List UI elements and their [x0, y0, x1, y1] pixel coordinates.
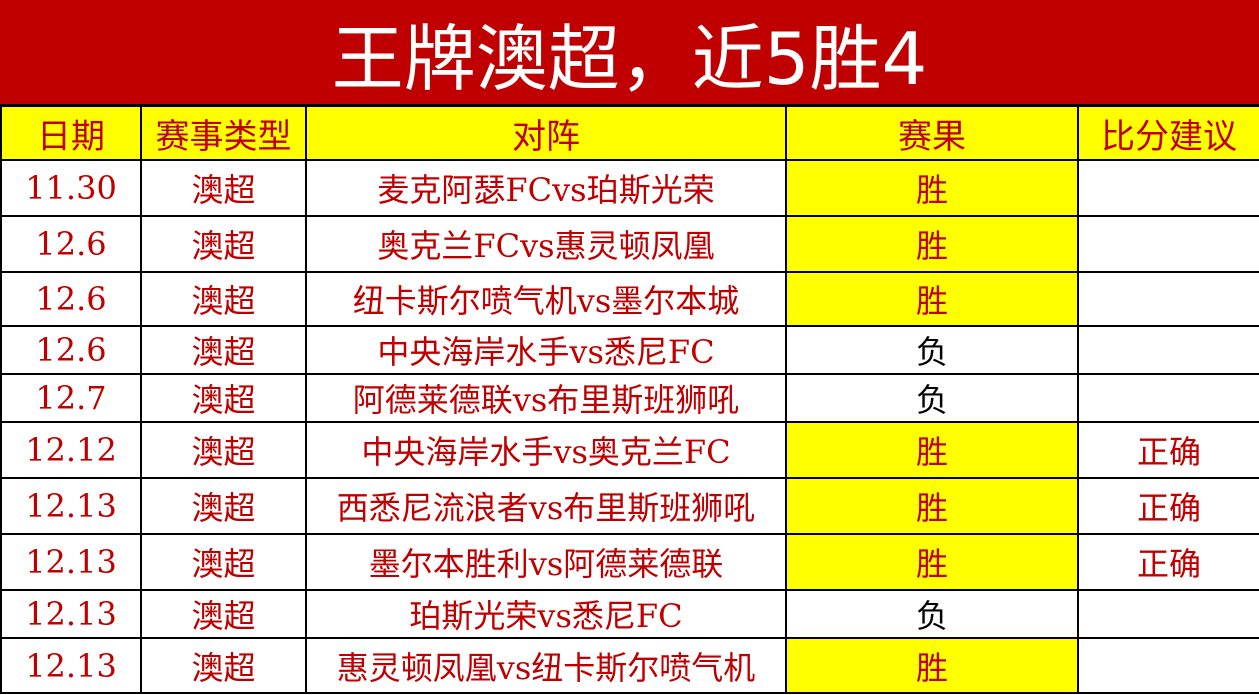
type-cell: 澳超	[140, 271, 307, 327]
result-cell: 负	[785, 325, 1079, 375]
header-type: 赛事类型	[140, 105, 307, 161]
table-row: 12.6 澳超 纽卡斯尔喷气机vs墨尔本城胜	[0, 271, 1259, 327]
results-table: 日期 赛事类型 对阵 赛果 比分建议 11.30 澳超 麦克阿瑟FCvs珀斯光荣胜 1…	[0, 105, 1259, 694]
match-cell: 纽卡斯尔喷气机vs墨尔本城	[305, 271, 787, 327]
match-cell: 惠灵顿凤凰vs纽卡斯尔喷气机	[305, 637, 787, 694]
header-date: 日期	[0, 105, 142, 161]
table-row: 12.13 澳超 墨尔本胜利vs阿德莱德联胜正确	[0, 533, 1259, 591]
table-row: 12.6 澳超 中央海岸水手vs悉尼FC 负	[0, 325, 1259, 375]
date-cell: 12.13	[0, 589, 142, 639]
type-cell: 澳超	[140, 215, 307, 273]
type-cell: 澳超	[140, 533, 307, 591]
advice-cell	[1077, 271, 1259, 327]
result-cell: 胜	[785, 159, 1079, 217]
sheet-title: 王牌澳超，近5胜4	[0, 0, 1259, 105]
match-cell: 麦克阿瑟FCvs珀斯光荣	[305, 159, 787, 217]
match-cell: 中央海岸水手vs悉尼FC	[305, 325, 787, 375]
table-row: 12.13 澳超 惠灵顿凤凰vs纽卡斯尔喷气机胜	[0, 637, 1259, 694]
table-row: 12.6 澳超 奥克兰FCvs惠灵顿凤凰胜	[0, 215, 1259, 273]
table-row: 12.13 澳超 珀斯光荣vs悉尼FC 负	[0, 589, 1259, 639]
table-row: 12.7 澳超 阿德莱德联vs布里斯班狮吼负	[0, 373, 1259, 423]
date-cell: 12.13	[0, 477, 142, 535]
header-advice: 比分建议	[1077, 105, 1259, 161]
result-cell: 负	[785, 373, 1079, 423]
date-cell: 12.6	[0, 325, 142, 375]
type-cell: 澳超	[140, 421, 307, 479]
match-cell: 中央海岸水手vs奥克兰FC	[305, 421, 787, 479]
match-cell: 奥克兰FCvs惠灵顿凤凰	[305, 215, 787, 273]
match-cell: 珀斯光荣vs悉尼FC	[305, 589, 787, 639]
date-cell: 12.7	[0, 373, 142, 423]
result-cell: 胜	[785, 637, 1079, 694]
advice-cell	[1077, 589, 1259, 639]
result-cell: 胜	[785, 421, 1079, 479]
date-cell: 12.6	[0, 271, 142, 327]
advice-cell	[1077, 159, 1259, 217]
type-cell: 澳超	[140, 637, 307, 694]
advice-cell	[1077, 215, 1259, 273]
advice-cell: 正确	[1077, 421, 1259, 479]
table-row: 11.30 澳超 麦克阿瑟FCvs珀斯光荣胜	[0, 159, 1259, 217]
date-cell: 11.30	[0, 159, 142, 217]
date-cell: 12.13	[0, 637, 142, 694]
header-match: 对阵	[305, 105, 787, 161]
advice-cell	[1077, 325, 1259, 375]
advice-cell	[1077, 637, 1259, 694]
type-cell: 澳超	[140, 589, 307, 639]
advice-cell	[1077, 373, 1259, 423]
type-cell: 澳超	[140, 159, 307, 217]
advice-cell: 正确	[1077, 477, 1259, 535]
type-cell: 澳超	[140, 325, 307, 375]
header-row: 日期 赛事类型 对阵 赛果 比分建议	[0, 105, 1259, 161]
date-cell: 12.13	[0, 533, 142, 591]
match-cell: 阿德莱德联vs布里斯班狮吼	[305, 373, 787, 423]
result-cell: 胜	[785, 533, 1079, 591]
match-cell: 墨尔本胜利vs阿德莱德联	[305, 533, 787, 591]
date-cell: 12.6	[0, 215, 142, 273]
type-cell: 澳超	[140, 373, 307, 423]
table-row: 12.13 澳超 西悉尼流浪者vs布里斯班狮吼胜正确	[0, 477, 1259, 535]
advice-cell: 正确	[1077, 533, 1259, 591]
match-cell: 西悉尼流浪者vs布里斯班狮吼	[305, 477, 787, 535]
result-cell: 负	[785, 589, 1079, 639]
date-cell: 12.12	[0, 421, 142, 479]
table-row: 12.12 澳超 中央海岸水手vs奥克兰FC 胜正确	[0, 421, 1259, 479]
result-cell: 胜	[785, 215, 1079, 273]
result-cell: 胜	[785, 477, 1079, 535]
type-cell: 澳超	[140, 477, 307, 535]
header-result: 赛果	[785, 105, 1079, 161]
result-cell: 胜	[785, 271, 1079, 327]
